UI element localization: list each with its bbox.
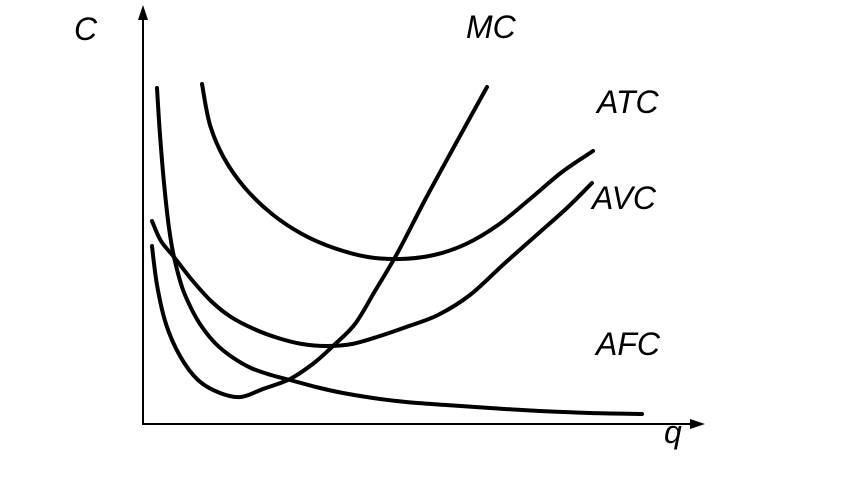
x-axis-label: q xyxy=(664,414,682,450)
atc-curve-label: ATC xyxy=(597,84,659,120)
mc-curve-label: MC xyxy=(466,9,516,45)
atc-curve xyxy=(200,82,595,262)
avc-curve xyxy=(150,181,594,348)
y-axis-arrowhead xyxy=(138,5,148,20)
avc-curve-label: AVC xyxy=(592,180,657,216)
afc-curve xyxy=(155,86,644,416)
afc-curve-label: AFC xyxy=(596,326,660,362)
y-axis-label: C xyxy=(74,11,98,47)
x-axis-arrowhead xyxy=(690,419,705,429)
